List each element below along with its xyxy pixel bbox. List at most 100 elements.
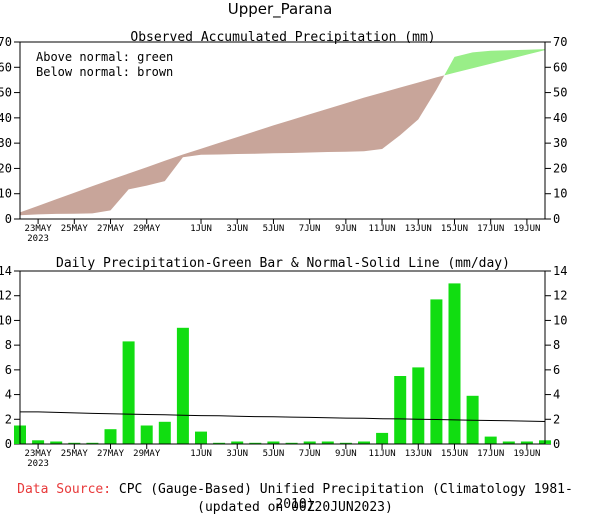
data-source-text: CPC (Gauge-Based) Unified Precipitation … (118, 482, 573, 512)
precip-bar (394, 376, 407, 444)
accum-xtick-label: 27MAY (97, 224, 125, 234)
daily-xtick-label: 13JUN (405, 449, 432, 459)
accum-ytick-label-left: 20 (0, 161, 12, 175)
precip-bar (249, 442, 262, 444)
precip-bar (303, 441, 316, 444)
daily-precipitation-chart: Daily Precipitation-Green Bar & Normal-S… (0, 256, 567, 469)
chart-main-title: Upper_Parana (227, 0, 333, 18)
accum-xtick-label: 1JUN (190, 224, 212, 234)
accum-ytick-label-left: 50 (0, 86, 12, 100)
precip-bar (68, 442, 81, 444)
daily-ytick-label-left: 14 (0, 264, 12, 278)
accum-ytick-label-right: 50 (553, 86, 567, 100)
precip-bar (448, 283, 461, 444)
accum-ytick-label-right: 40 (553, 111, 567, 125)
daily-xtick-label: 29MAY (133, 449, 161, 459)
accum-xtick-label: 3JUN (226, 224, 248, 234)
daily-xtick-label: 17JUN (477, 449, 504, 459)
legend-below-normal: Below normal: brown (36, 65, 173, 79)
accum-xtick-year: 2023 (27, 234, 49, 244)
above-normal-area (444, 49, 545, 76)
daily-xtick-label: 9JUN (335, 449, 357, 459)
accum-ytick-label-right: 10 (553, 187, 567, 201)
accum-xtick-label: 15JUN (441, 224, 468, 234)
data-source-line: Data Source: CPC (Gauge-Based) Unified P… (0, 482, 590, 512)
precip-bar (50, 441, 63, 444)
precip-bar (502, 441, 515, 444)
daily-ytick-label-right: 4 (553, 388, 560, 402)
accum-xtick-label: 19JUN (513, 224, 540, 234)
accum-ytick-label-right: 20 (553, 161, 567, 175)
daily-plot-frame (19, 270, 546, 445)
legend-above-normal: Above normal: green (36, 50, 173, 64)
daily-ytick-label-left: 10 (0, 313, 12, 327)
daily-ytick-label-left: 8 (5, 338, 12, 352)
accum-xtick-label: 9JUN (335, 224, 357, 234)
accum-ytick-label-left: 70 (0, 35, 12, 49)
daily-xtick-label: 5JUN (263, 449, 285, 459)
daily-xtick-label: 27MAY (97, 449, 125, 459)
daily-xtick-label: 25MAY (61, 449, 89, 459)
accum-ytick-label-left: 60 (0, 60, 12, 74)
precip-bar (86, 442, 99, 444)
daily-ytick-label-left: 6 (5, 363, 12, 377)
accum-xtick-label: 11JUN (369, 224, 396, 234)
precip-bar (231, 441, 244, 444)
accum-xtick-label: 7JUN (299, 224, 321, 234)
accum-ytick-label-left: 10 (0, 187, 12, 201)
accum-ytick-label-left: 0 (5, 212, 12, 226)
precip-bar (484, 436, 497, 444)
precip-bar (285, 442, 298, 444)
precip-bar (32, 440, 45, 444)
data-source-label: Data Source: (17, 482, 112, 497)
precip-bar (176, 327, 189, 444)
precip-bar (213, 442, 226, 444)
precip-bar (376, 432, 389, 444)
precip-bar (339, 442, 352, 444)
daily-ytick-label-left: 4 (5, 388, 12, 402)
below-normal-area (20, 75, 445, 216)
daily-ytick-label-right: 8 (553, 338, 560, 352)
accum-xtick-label: 5JUN (263, 224, 285, 234)
precip-bar (158, 421, 171, 444)
accum-title: Observed Accumulated Precipitation (mm) (130, 30, 435, 45)
daily-xtick-year: 2023 (27, 459, 49, 469)
normal-line (20, 411, 546, 422)
accumulated-precipitation-chart: Observed Accumulated Precipitation (mm) 0… (0, 30, 567, 244)
accum-ytick-label-left: 30 (0, 136, 12, 150)
accum-xtick-label: 13JUN (405, 224, 432, 234)
accum-ytick-label-right: 0 (553, 212, 560, 226)
updated-note: (updated on 00Z20JUN2023) (197, 500, 393, 515)
daily-xtick-label: 23MAY (25, 449, 53, 459)
accum-xtick-label: 29MAY (133, 224, 161, 234)
daily-ytick-label-right: 10 (553, 313, 567, 327)
precip-bar (140, 425, 153, 444)
daily-xtick-label: 19JUN (513, 449, 540, 459)
daily-ytick-label-left: 0 (5, 437, 12, 451)
charts-canvas: Observed Accumulated Precipitation (mm) 0… (0, 30, 567, 469)
daily-xtick-label: 1JUN (190, 449, 212, 459)
accum-ytick-label-right: 70 (553, 35, 567, 49)
precip-bar (104, 429, 117, 444)
daily-xtick-label: 7JUN (299, 449, 321, 459)
precip-bar (267, 441, 280, 444)
precip-bar (412, 367, 425, 444)
precip-bar (321, 441, 334, 444)
daily-xtick-label: 15JUN (441, 449, 468, 459)
daily-ytick-label-right: 0 (553, 437, 560, 451)
daily-ytick-label-right: 14 (553, 264, 567, 278)
daily-xtick-label: 3JUN (226, 449, 248, 459)
precip-bar (430, 299, 443, 444)
daily-ytick-label-right: 12 (553, 289, 567, 303)
precip-bar (520, 441, 533, 444)
daily-ytick-label-right: 2 (553, 412, 560, 426)
daily-ytick-label-right: 6 (553, 363, 560, 377)
daily-xtick-label: 11JUN (369, 449, 396, 459)
accum-plot-frame (19, 41, 546, 220)
accum-ytick-label-right: 30 (553, 136, 567, 150)
precip-bar (195, 431, 207, 444)
accum-ytick-label-right: 60 (553, 60, 567, 74)
accum-xtick-label: 25MAY (61, 224, 89, 234)
daily-title: Daily Precipitation-Green Bar & Normal-S… (56, 256, 510, 271)
daily-ytick-label-left: 2 (5, 412, 12, 426)
